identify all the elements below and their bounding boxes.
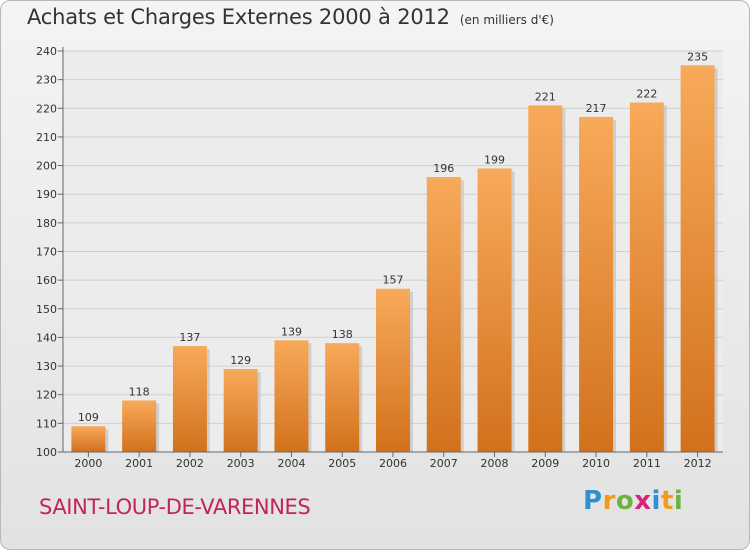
x-tick-label: 2010 xyxy=(582,457,610,470)
y-tick-label: 210 xyxy=(36,131,57,144)
axes: 100 110 120 130 140 150 160 170 180 190 200 210 220 2… xyxy=(36,45,723,470)
y-tick-label: 230 xyxy=(36,74,57,87)
bar xyxy=(376,288,410,452)
bar xyxy=(71,426,106,452)
x-tick-label: 2009 xyxy=(531,457,559,470)
y-tick-label: 100 xyxy=(36,446,57,459)
x-tick-label: 2008 xyxy=(481,457,509,470)
bar xyxy=(172,346,207,452)
data-label: 196 xyxy=(433,162,454,175)
logo-letter: o xyxy=(615,486,635,516)
bar xyxy=(579,116,614,452)
bar xyxy=(629,102,664,453)
chart-unit-note: (en milliers d'€) xyxy=(459,13,554,27)
data-label: 222 xyxy=(636,88,657,101)
bar xyxy=(426,177,461,452)
bar xyxy=(528,105,563,453)
bars: 109 118 137 129 139 138 157 196 199 221 217 222 235 xyxy=(71,50,718,453)
y-tick-label: 220 xyxy=(36,102,57,115)
x-tick-label: 2000 xyxy=(74,457,102,470)
x-tick-label: 2006 xyxy=(379,457,407,470)
data-label: 199 xyxy=(484,153,505,166)
data-label: 157 xyxy=(383,274,404,287)
x-tick-label: 2007 xyxy=(430,457,458,470)
logo-letter: i xyxy=(673,486,684,516)
bar xyxy=(223,368,258,452)
bar xyxy=(325,343,360,452)
y-tick-label: 110 xyxy=(36,417,57,430)
data-label: 217 xyxy=(586,102,607,115)
y-tick-label: 180 xyxy=(36,217,57,230)
y-tick-label: 150 xyxy=(36,303,57,316)
y-tick-label: 130 xyxy=(36,360,57,373)
proxiti-logo[interactable]: Proxiti xyxy=(583,486,683,516)
data-label: 109 xyxy=(78,411,99,424)
logo-letter: t xyxy=(660,486,674,516)
data-label: 138 xyxy=(332,328,353,341)
data-label: 129 xyxy=(230,354,251,367)
x-tick-label: 2011 xyxy=(633,457,661,470)
x-tick-label: 2012 xyxy=(684,457,712,470)
data-label: 235 xyxy=(687,50,708,63)
chart-title: Achats et Charges Externes 2000 à 2012 xyxy=(27,5,450,29)
data-label: 118 xyxy=(129,385,150,398)
x-tick-label: 2004 xyxy=(277,457,305,470)
logo-letter: x xyxy=(634,486,652,516)
y-tick-label: 170 xyxy=(36,246,57,259)
y-tick-label: 240 xyxy=(36,45,57,58)
y-tick-label: 120 xyxy=(36,389,57,402)
y-tick-label: 160 xyxy=(36,274,57,287)
chart-title-line: Achats et Charges Externes 2000 à 2012 (e… xyxy=(27,5,554,29)
x-tick-label: 2003 xyxy=(227,457,255,470)
data-label: 221 xyxy=(535,90,556,103)
bar xyxy=(477,168,512,452)
y-tick-label: 190 xyxy=(36,188,57,201)
y-tick-label: 200 xyxy=(36,160,57,173)
x-tick-label: 2001 xyxy=(125,457,153,470)
bar xyxy=(680,65,715,453)
bar xyxy=(122,400,157,452)
location-label: SAINT-LOUP-DE-VARENNES xyxy=(39,495,311,519)
logo-letter: i xyxy=(651,486,661,516)
x-tick-label: 2005 xyxy=(328,457,356,470)
bar xyxy=(274,340,309,452)
x-tick-label: 2002 xyxy=(176,457,204,470)
data-label: 139 xyxy=(281,325,302,338)
y-tick-label: 140 xyxy=(36,331,57,344)
data-label: 137 xyxy=(179,331,200,344)
logo-letter: P xyxy=(583,486,603,516)
logo-letter: r xyxy=(602,486,616,516)
